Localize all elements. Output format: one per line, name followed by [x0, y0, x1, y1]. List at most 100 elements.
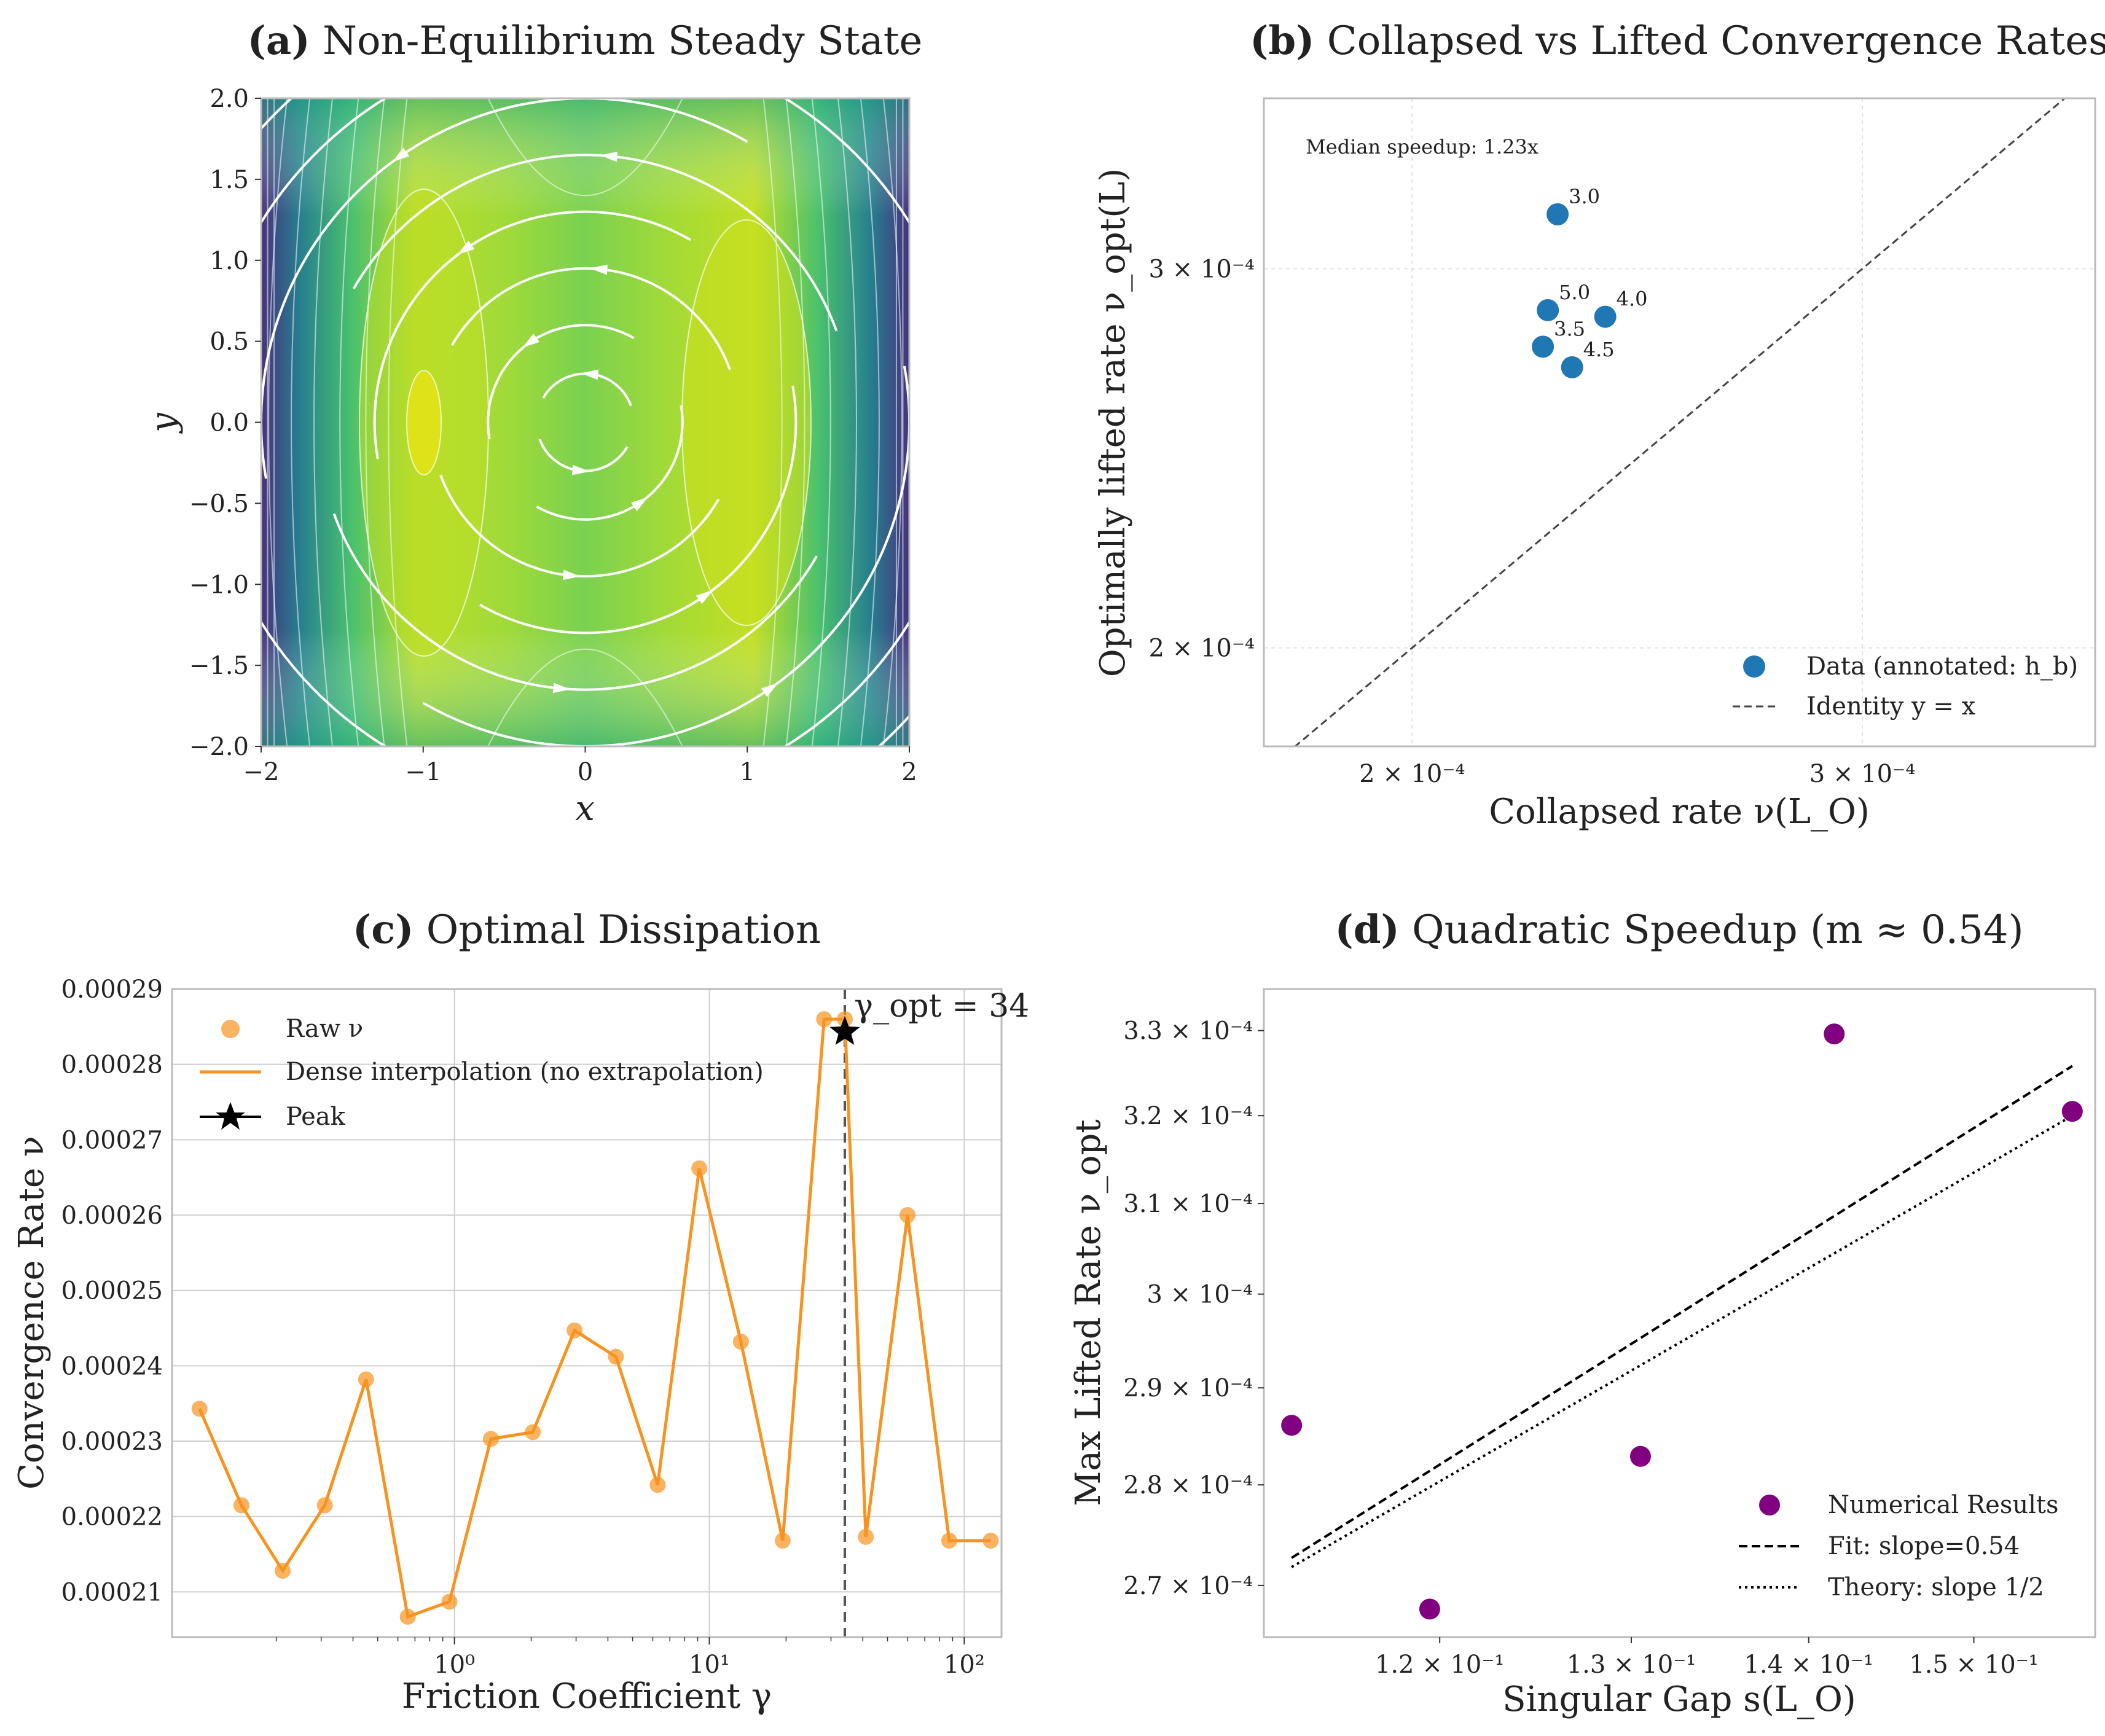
x-tick-label: 1.2 × 10⁻¹	[1375, 1651, 1505, 1679]
x-tick-label: 2	[901, 758, 917, 786]
panel-b-ylabel: Optimally lifted rate ν_opt(L)	[1093, 168, 1133, 677]
streamline-arrow	[571, 464, 590, 475]
y-tick-label: 0.00022	[61, 1503, 163, 1531]
data-point	[1594, 305, 1617, 328]
contour-lines	[267, 98, 904, 746]
y-tick-label: 3.3 × 10⁻⁴	[1123, 1017, 1253, 1046]
numerical-point	[1419, 1598, 1440, 1620]
point-label: 4.5	[1583, 338, 1615, 361]
streamline-arrow	[761, 682, 778, 697]
legend-theory-label: Theory: slope 1/2	[1828, 1573, 2044, 1601]
heatmap-lobe-right	[681, 219, 812, 626]
streamline-arrow	[696, 590, 713, 604]
y-tick-label: 0.00027	[61, 1126, 163, 1154]
streamline-arrow	[392, 147, 410, 162]
legend-raw-marker	[221, 1020, 240, 1038]
legend-data-label: Data (annotated: h_b)	[1806, 652, 2078, 681]
data-point	[1537, 299, 1559, 321]
raw-point	[941, 1532, 957, 1549]
y-tick-label: 2.7 × 10⁻⁴	[1123, 1572, 1253, 1600]
panel-c: (c) Optimal Dissipation 0.00021 0.00022 0.…	[12, 907, 1029, 1716]
contour-line	[487, 649, 683, 746]
y-tick-label: 1.5	[210, 166, 249, 194]
panel-b-title: (b) Collapsed vs Lifted Convergence Rate…	[1250, 18, 2105, 64]
panel-a-xlabel: x	[575, 789, 595, 829]
x-tick-label: 1.5 × 10⁻¹	[1909, 1651, 2039, 1679]
streamline-arrow	[552, 682, 571, 694]
streamline-arrow	[590, 264, 608, 275]
point-label: 3.0	[1569, 185, 1600, 208]
data-point	[1532, 335, 1554, 358]
point-label: 4.0	[1617, 287, 1648, 311]
panel-d-legend: Numerical Results Fit: slope=0.54 Theory…	[1739, 1491, 2059, 1601]
y-tick-label: 0.00023	[61, 1428, 163, 1456]
y-tick-label: 0.00026	[61, 1202, 163, 1230]
gamma-opt-annotation: γ_opt = 34	[854, 988, 1029, 1025]
numerical-point	[2061, 1101, 2083, 1122]
raw-point	[233, 1497, 249, 1514]
contour-line	[487, 98, 683, 196]
y-tick-label: 0.5	[210, 328, 249, 356]
raw-point	[816, 1011, 833, 1028]
y-tick-label: −0.5	[189, 490, 249, 518]
streamline	[261, 619, 909, 746]
data-point	[1561, 356, 1583, 378]
raw-point	[566, 1322, 583, 1339]
y-tick-label: 0.00021	[61, 1578, 163, 1606]
raw-point	[275, 1563, 291, 1579]
contour-line	[313, 98, 334, 746]
y-tick-label: 3 × 10⁻⁴	[1147, 1281, 1253, 1309]
panel-d-title: (d) Quadratic Speedup (m ≈ 0.54)	[1335, 907, 2023, 953]
y-tick-label: 2 × 10⁻⁴	[1149, 635, 1255, 663]
numerical-point	[1629, 1445, 1651, 1467]
contour-line	[785, 98, 806, 746]
contour-line	[837, 98, 857, 746]
x-tick-label: 10²	[944, 1651, 985, 1679]
raw-point	[900, 1207, 916, 1224]
panel-d-xlabel: Singular Gap s(L_O)	[1502, 1679, 1856, 1719]
y-tick-label: 2.8 × 10⁻⁴	[1123, 1471, 1253, 1499]
raw-point	[399, 1608, 416, 1625]
y-tick-label: 2.0	[210, 85, 249, 113]
panel-c-legend: Raw ν Dense interpolation (no extrapolat…	[200, 1015, 764, 1131]
streamline-arrow	[630, 497, 648, 512]
raw-point	[982, 1532, 999, 1549]
raw-point	[732, 1334, 749, 1350]
numerical-point	[1281, 1415, 1303, 1436]
panel-a-title: (a) Non-Equilibrium Steady State	[248, 18, 923, 64]
y-tick-label: 1.0	[210, 247, 249, 275]
legend-peak-marker	[216, 1102, 245, 1130]
y-tick-label: −1.5	[189, 652, 249, 680]
contour-line	[860, 98, 880, 746]
raw-point	[608, 1348, 624, 1365]
data-point	[1546, 203, 1569, 225]
x-tick-label: 2 × 10⁻⁴	[1359, 760, 1465, 788]
x-tick-label: 0	[578, 758, 593, 786]
contour-line	[811, 98, 831, 746]
contour-line	[339, 98, 359, 746]
identity-line	[1293, 98, 2066, 746]
legend-numerical-label: Numerical Results	[1828, 1491, 2059, 1519]
x-tick-label: −2	[243, 758, 280, 786]
raw-point	[525, 1424, 541, 1441]
raw-point	[191, 1401, 208, 1417]
panel-c-title: (c) Optimal Dissipation	[353, 907, 821, 953]
x-tick-label: 10¹	[689, 1651, 730, 1679]
contour-line	[882, 98, 903, 746]
streamlines	[261, 98, 909, 746]
panel-c-ylabel: Convergence Rate ν	[12, 1136, 52, 1490]
streamline-arrow	[581, 369, 599, 380]
x-tick-label: 1	[740, 758, 755, 786]
raw-point	[774, 1532, 791, 1549]
y-tick-label: −2.0	[189, 733, 249, 761]
y-tick-label: 0.0	[210, 409, 249, 437]
panel-a-ylabel: y	[144, 412, 184, 434]
contour-line	[388, 98, 408, 746]
raw-point	[691, 1160, 708, 1176]
y-tick-label: 0.00028	[61, 1051, 163, 1079]
legend-fit-label: Fit: slope=0.54	[1828, 1532, 2020, 1560]
streamline-arrow	[522, 333, 540, 348]
panel-c-xlabel: Friction Coefficient γ	[402, 1676, 772, 1716]
raw-point	[441, 1593, 458, 1610]
